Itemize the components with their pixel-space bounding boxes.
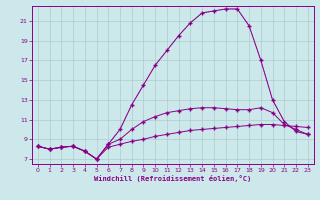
X-axis label: Windchill (Refroidissement éolien,°C): Windchill (Refroidissement éolien,°C) [94, 175, 252, 182]
